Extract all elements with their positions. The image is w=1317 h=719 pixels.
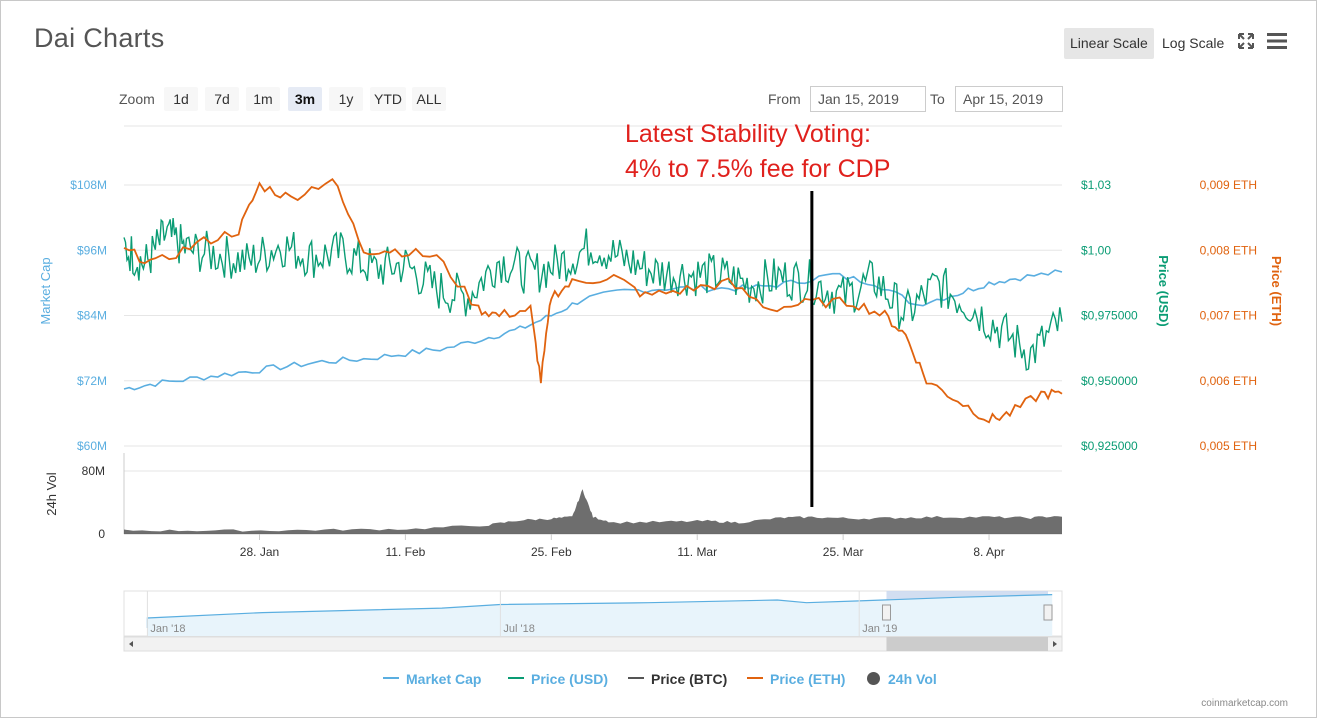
x-tick-label: 8. Apr <box>973 545 1004 559</box>
legend-label-market-cap: Market Cap <box>406 671 482 687</box>
legend-swatch-price-eth <box>747 677 763 680</box>
navigator-handle <box>881 604 891 621</box>
from-date-input[interactable]: Jan 15, 2019 <box>810 86 926 112</box>
navigator-handle <box>1043 604 1053 621</box>
legend-label-price-btc: Price (BTC) <box>651 671 728 687</box>
x-tick-label: 28. Jan <box>240 545 279 559</box>
legend-swatch-market-cap <box>383 677 399 680</box>
scrollbar-track <box>123 636 1063 652</box>
x-tick-label: 11. Mar <box>677 545 717 559</box>
zoom-7d-button[interactable]: 7d <box>205 87 239 111</box>
zoom-ytd-button[interactable]: YTD <box>370 87 406 111</box>
price-usd-tick-label: $0,950000 <box>1081 374 1138 388</box>
price-eth-tick-label: 0,009 ETH <box>1200 178 1257 192</box>
volume-axis-title: 24h Vol <box>44 472 59 515</box>
annotation-line-2: 4% to 7.5% fee for CDP <box>625 155 891 183</box>
navigator-tick-label: Jan '18 <box>150 623 185 635</box>
price-usd-tick-label: $1,03 <box>1081 178 1111 192</box>
linear-scale-button[interactable]: Linear Scale <box>1064 28 1154 59</box>
price-usd-axis-title: Price (USD) <box>1156 255 1171 327</box>
price-usd-tick-label: $1,00 <box>1081 243 1111 257</box>
x-tick-label: 25. Feb <box>531 545 572 559</box>
price-usd-tick-label: $0,925000 <box>1081 439 1138 453</box>
to-label: To <box>930 91 945 107</box>
menu-icon[interactable] <box>1266 31 1288 51</box>
zoom-label: Zoom <box>119 91 155 107</box>
legend-swatch-24h-vol <box>867 671 880 685</box>
zoom-1y-button[interactable]: 1y <box>329 87 363 111</box>
legend-label-price-usd: Price (USD) <box>531 671 609 687</box>
to-date-input[interactable]: Apr 15, 2019 <box>955 86 1063 112</box>
price-usd-tick-label: $0,975000 <box>1081 309 1138 323</box>
price-eth-tick-label: 0,007 ETH <box>1200 309 1257 323</box>
legend-label-price-eth: Price (ETH) <box>770 671 846 687</box>
market-cap-tick-label: $60M <box>77 439 107 453</box>
fullscreen-icon[interactable] <box>1237 32 1255 50</box>
price-eth-tick-label: 0,005 ETH <box>1200 439 1257 453</box>
navigator-area <box>147 594 1053 636</box>
price-eth-tick-label: 0,006 ETH <box>1200 374 1257 388</box>
volume-tick-label: 80M <box>82 464 105 478</box>
zoom-all-button[interactable]: ALL <box>412 87 446 111</box>
legend-item-price-btc[interactable]: Price (BTC) <box>628 669 727 689</box>
market-cap-tick-label: $72M <box>77 374 107 388</box>
legend-label-24h-vol: 24h Vol <box>888 671 937 687</box>
legend-swatch-price-usd <box>508 677 524 680</box>
zoom-1m-button[interactable]: 1m <box>246 87 280 111</box>
market-cap-tick-label: $84M <box>77 309 107 323</box>
legend-item-price-usd[interactable]: Price (USD) <box>508 669 608 689</box>
chart-legend: Market Cap Price (USD) Price (BTC) Price… <box>1 669 1317 689</box>
navigator-tick-label: Jan '19 <box>862 623 897 635</box>
stability-voting-annotation: Latest Stability Voting: 4% to 7.5% fee … <box>625 117 890 187</box>
navigator-tick-label: Jul '18 <box>503 623 534 635</box>
x-tick-label: 11. Feb <box>385 545 425 559</box>
scrollbar-right-arrow-icon <box>1053 641 1057 647</box>
scrollbar-left-arrow-icon <box>129 641 133 647</box>
legend-item-price-eth[interactable]: Price (ETH) <box>747 669 845 689</box>
navigator-series <box>146 594 1053 629</box>
volume-tick-label: 0 <box>98 527 105 541</box>
price-eth-tick-label: 0,008 ETH <box>1200 243 1257 257</box>
zoom-1d-button[interactable]: 1d <box>164 87 198 111</box>
market-cap-tick-label: $108M <box>70 178 107 192</box>
series-24h-vol <box>124 489 1062 534</box>
chart-title: Dai Charts <box>34 23 165 53</box>
annotation-line-1: Latest Stability Voting: <box>625 120 871 148</box>
zoom-3m-button[interactable]: 3m <box>288 87 322 111</box>
legend-swatch-price-btc <box>628 677 644 680</box>
market-cap-tick-label: $96M <box>77 243 107 257</box>
market-cap-axis-title: Market Cap <box>38 257 53 324</box>
legend-item-market-cap[interactable]: Market Cap <box>383 669 481 689</box>
series-price-usd <box>123 218 1063 371</box>
credits-link[interactable]: coinmarketcap.com <box>1201 698 1288 709</box>
scrollbar-thumb <box>886 637 1048 651</box>
price-eth-axis-title: Price (ETH) <box>1269 256 1284 326</box>
x-tick-label: 25. Mar <box>823 545 864 559</box>
legend-item-24h-vol[interactable]: 24h Vol <box>867 669 937 689</box>
log-scale-button[interactable]: Log Scale <box>1162 35 1225 51</box>
from-label: From <box>768 91 801 107</box>
series-price-eth <box>123 177 1063 424</box>
